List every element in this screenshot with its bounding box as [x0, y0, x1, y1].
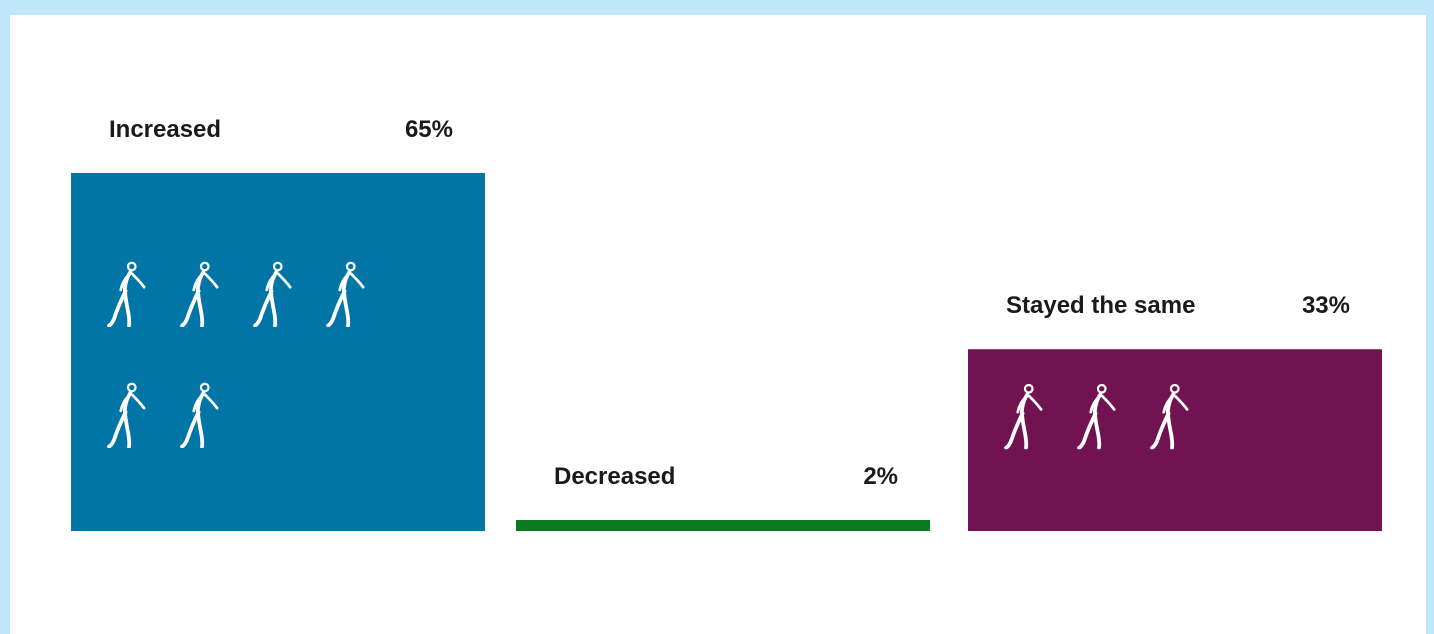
data-label: 2% [863, 463, 898, 490]
bar [968, 349, 1382, 531]
bar-group-increased: Increased 65% [71, 116, 485, 531]
bar [516, 519, 930, 531]
bar-group-stayed-the-same: Stayed the same 33% [968, 292, 1382, 531]
category-label: Stayed the same [1006, 292, 1195, 319]
data-label: 33% [1302, 292, 1350, 319]
category-label: Increased [109, 116, 221, 143]
bar [71, 173, 485, 531]
bar-group-decreased: Decreased 2% [516, 463, 930, 531]
category-label: Decreased [554, 463, 675, 490]
data-label: 65% [405, 116, 453, 143]
